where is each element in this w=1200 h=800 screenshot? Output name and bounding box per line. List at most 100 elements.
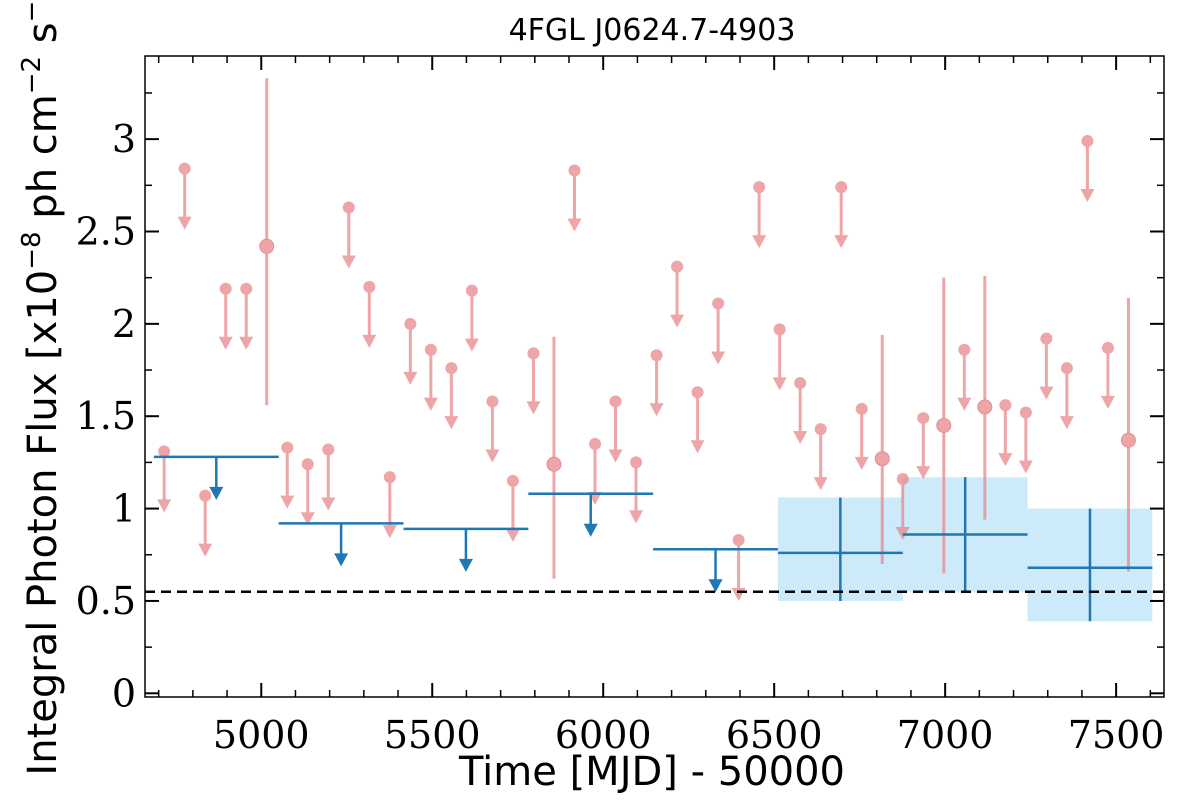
plot-frame	[144, 55, 1165, 698]
yearly-upper-limit-arrow-head	[458, 558, 473, 572]
monthly-upper-limit-arrow-head	[505, 528, 520, 542]
monthly-upper-limit-arrow-head	[423, 397, 438, 411]
monthly-upper-limit-point	[342, 201, 355, 214]
monthly-upper-limit-arrow-head	[793, 430, 808, 444]
y-axis-title-mid: ph cm	[20, 94, 66, 231]
monthly-upper-limit	[670, 260, 685, 328]
monthly-upper-limit-arrow-head	[1018, 460, 1033, 474]
monthly-upper-limit-point	[486, 395, 499, 408]
monthly-upper-limit-arrow-head	[239, 336, 254, 350]
monthly-upper-limit-arrow-head	[280, 495, 295, 509]
monthly-upper-limit	[300, 458, 315, 526]
monthly-upper-limit	[403, 317, 418, 385]
monthly-upper-limit-arrow-head	[711, 351, 726, 365]
monthly-upper-limit-arrow-head	[300, 512, 315, 526]
y-axis-title-exp1: −8	[17, 231, 47, 269]
monthly-upper-limit-arrow-head	[1080, 188, 1095, 202]
x-axis-title: Time [MJD] - 50000	[458, 749, 845, 795]
chart-title: 4FGL J0624.7-4903	[509, 13, 796, 48]
monthly-upper-limit-arrow-head	[464, 338, 479, 352]
monthly-upper-limit-point	[609, 395, 622, 408]
plot-area	[145, 78, 1164, 622]
y-axis-title: Integral Photon Flux [x10−8 ph cm−2 s−1]	[17, 0, 66, 776]
monthly-upper-limit-point	[322, 443, 335, 456]
monthly-upper-limit	[341, 201, 356, 269]
monthly-upper-limit	[1059, 362, 1074, 430]
monthly-upper-limit	[834, 181, 849, 249]
monthly-upper-limit-point	[1019, 406, 1032, 419]
monthly-upper-limit	[362, 280, 377, 348]
monthly-upper-limit-arrow-head	[670, 314, 685, 328]
monthly-upper-limit	[608, 395, 623, 463]
y-tick-label: 3	[112, 117, 136, 161]
monthly-upper-limit-point	[732, 533, 745, 546]
monthly-upper-limit-point	[158, 445, 171, 458]
monthly-upper-limit-point	[1081, 134, 1094, 147]
monthly-upper-limit	[690, 386, 705, 454]
monthly-upper-limit	[1018, 406, 1033, 474]
monthly-upper-limit-point	[794, 376, 807, 389]
monthly-detection-point	[259, 238, 275, 254]
monthly-upper-limit-arrow-head	[341, 255, 356, 269]
y-axis-title-main: Integral Photon Flux [x10	[20, 270, 66, 776]
monthly-detection	[1120, 297, 1136, 572]
monthly-upper-limit	[1100, 341, 1115, 409]
monthly-upper-limit	[916, 412, 931, 480]
monthly-upper-limit-point	[1040, 332, 1053, 345]
monthly-upper-limit	[813, 423, 828, 491]
monthly-upper-limit-arrow-head	[752, 235, 767, 249]
x-tick-label: 6500	[726, 713, 823, 757]
monthly-detection-point	[546, 456, 562, 472]
monthly-detection	[977, 275, 993, 520]
monthly-upper-limit-point	[178, 162, 191, 175]
monthly-upper-limit-arrow-head	[218, 336, 233, 350]
monthly-upper-limit-point	[999, 399, 1012, 412]
monthly-upper-limit-point	[568, 164, 581, 177]
monthly-upper-limit-point	[712, 297, 725, 310]
monthly-upper-limit-arrow-head	[608, 449, 623, 463]
monthly-detection	[936, 277, 952, 574]
monthly-upper-limit-arrow-head	[321, 497, 336, 511]
yearly-upper-limit-arrow-head	[334, 553, 349, 567]
x-tick-label: 7500	[1068, 713, 1165, 757]
monthly-upper-limit-arrow-head	[690, 440, 705, 454]
monthly-upper-limit-point	[363, 280, 376, 293]
monthly-upper-limit-arrow-head	[444, 416, 459, 430]
monthly-upper-limit	[649, 349, 664, 417]
y-tick-label: 0.5	[76, 579, 136, 623]
x-tick-label: 6000	[555, 713, 652, 757]
monthly-upper-limit-point	[1060, 362, 1073, 375]
monthly-upper-limit-arrow-head	[731, 587, 746, 601]
monthly-detection	[259, 78, 275, 406]
monthly-upper-limit-point	[404, 317, 417, 330]
monthly-upper-limit-arrow-head	[198, 543, 213, 557]
monthly-upper-limit	[526, 347, 541, 415]
monthly-upper-limit-point	[917, 412, 930, 425]
x-tick-label: 7000	[897, 713, 994, 757]
monthly-upper-limit-point	[896, 473, 909, 486]
monthly-upper-limit-arrow-head	[772, 377, 787, 391]
y-tick-label: 1	[112, 487, 136, 531]
monthly-upper-limit-arrow-head	[157, 499, 172, 513]
monthly-detection	[546, 336, 562, 579]
monthly-upper-limit-point	[240, 282, 253, 295]
monthly-upper-limit	[198, 489, 213, 557]
yearly-upper-limit-arrow-head	[583, 523, 598, 537]
monthly-upper-limit	[1080, 134, 1095, 202]
yearly-upper-limit-arrow-head	[708, 579, 723, 593]
monthly-upper-limit-point	[589, 437, 602, 450]
monthly-upper-limit-point	[424, 343, 437, 356]
monthly-upper-limit	[485, 395, 500, 463]
monthly-upper-limit	[321, 443, 336, 511]
monthly-upper-limit	[177, 162, 192, 230]
monthly-upper-limit-arrow-head	[1039, 386, 1054, 400]
monthly-upper-limit	[711, 297, 726, 365]
y-axis-title-mid2: s	[20, 22, 66, 56]
monthly-upper-limit-point	[835, 181, 848, 194]
monthly-upper-limit-arrow-head	[526, 401, 541, 415]
monthly-upper-limit	[157, 445, 172, 513]
monthly-upper-limit-arrow-head	[567, 218, 582, 232]
x-tick-label: 5500	[384, 713, 481, 757]
monthly-upper-limit	[1039, 332, 1054, 400]
